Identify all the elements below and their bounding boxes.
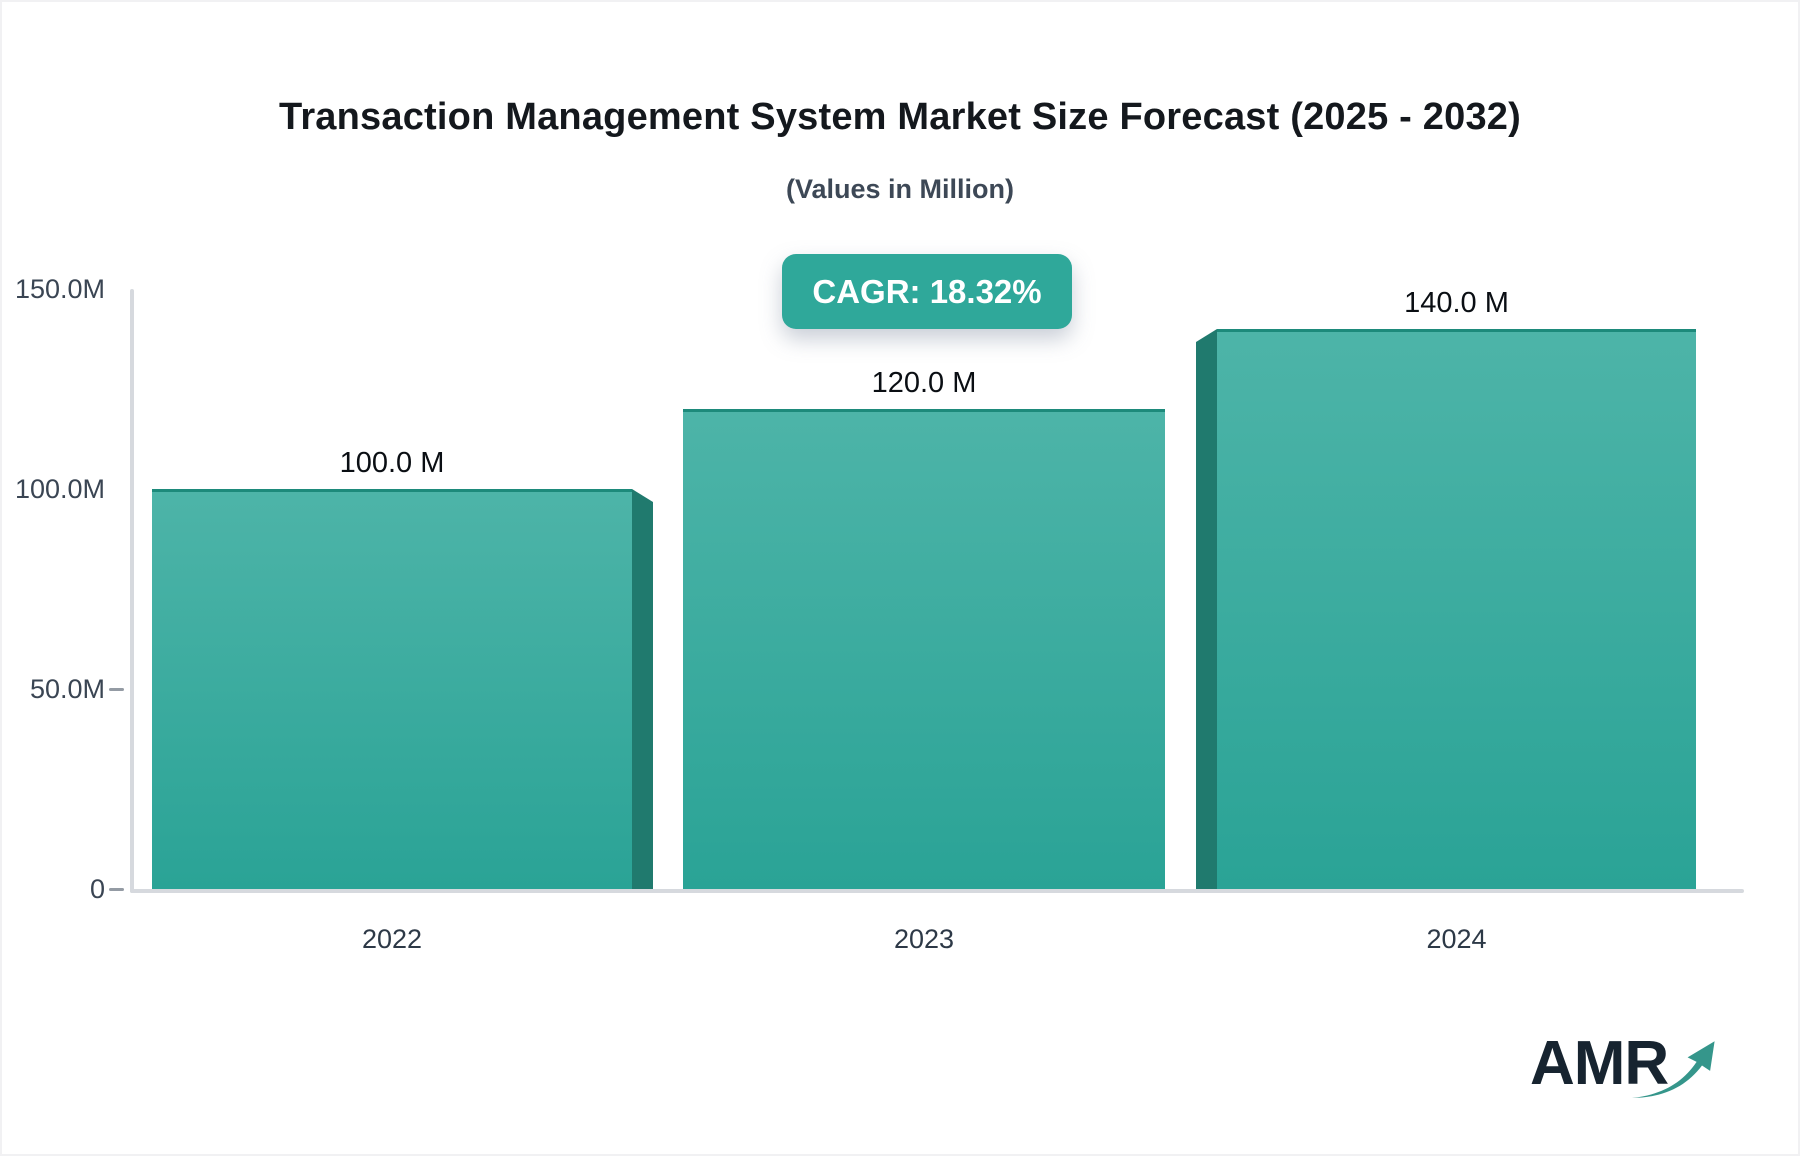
y-tick-label-100.0M: 100.0M <box>14 474 105 504</box>
y-tick-dash <box>109 888 124 891</box>
y-axis-line <box>130 289 134 893</box>
bar-3d-side-2022 <box>632 489 653 889</box>
bar-value-label-2023: 120.0 M <box>871 367 977 399</box>
y-tick-dash <box>109 688 124 691</box>
x-tick-label-2023: 2023 <box>893 924 955 954</box>
amr-logo-text: AMR <box>1530 1029 1669 1098</box>
cagr-badge: CAGR: 18.32% <box>782 254 1072 329</box>
bar-2023 <box>683 409 1165 889</box>
bar-2022 <box>152 489 632 889</box>
bar-2024 <box>1217 329 1696 889</box>
bar-3d-side-2024 <box>1196 329 1217 889</box>
x-tick-label-2022: 2022 <box>361 924 423 954</box>
cagr-badge-label: CAGR: 18.32% <box>812 272 1042 310</box>
amr-logo: AMR <box>1530 1032 1720 1112</box>
y-tick-label-150.0M: 150.0M <box>14 274 105 304</box>
x-tick-label-2024: 2024 <box>1426 924 1487 954</box>
bar-value-label-2024: 140.0 M <box>1404 287 1509 319</box>
bar-value-label-2022: 100.0 M <box>339 447 445 479</box>
chart-title: Transaction Management System Market Siz… <box>279 96 1521 138</box>
growth-arrow-icon <box>1631 1041 1715 1098</box>
y-tick-label-0: 0 <box>89 874 105 904</box>
y-tick-label-50.0M: 50.0M <box>29 674 105 704</box>
x-axis-line <box>130 889 1744 893</box>
chart-subtitle: (Values in Million) <box>785 174 1015 204</box>
